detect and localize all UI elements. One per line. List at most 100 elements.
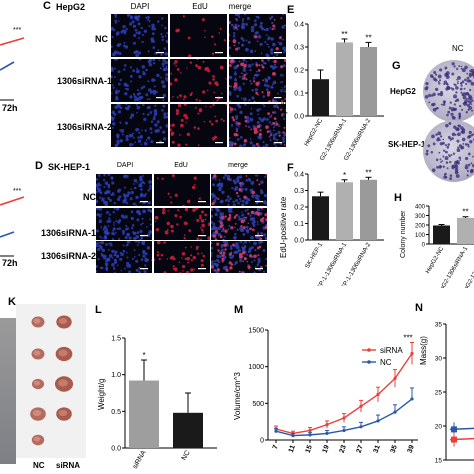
dish-hepg2-colony-100 bbox=[453, 83, 456, 86]
dish-hepg2-colony-138 bbox=[440, 91, 443, 94]
dish-hepg2-colony-95 bbox=[437, 92, 441, 96]
panel-d-micrograph-r1-c1 bbox=[153, 207, 210, 240]
dish-skhep1-colony-63 bbox=[448, 122, 452, 125]
panel-h-ytick-label-4: 400 bbox=[415, 205, 426, 211]
dish-hepg2-colony-129 bbox=[468, 94, 472, 99]
panel-n-ytick-label-3: 30 bbox=[435, 356, 443, 363]
dish-hepg2-colony-9 bbox=[428, 101, 431, 104]
dish-skhep1-colony-109 bbox=[442, 165, 445, 168]
tumor-sirna-highlight-2 bbox=[58, 379, 68, 387]
dish-skhep1-colony-112 bbox=[464, 143, 468, 146]
dish-hepg2-colony-121 bbox=[445, 82, 449, 86]
dish-skhep1-colony-18 bbox=[425, 152, 429, 156]
panel-h-sig-1: ** bbox=[462, 208, 468, 217]
panel-d-col-edu: EdU bbox=[174, 162, 188, 169]
dish-hepg2-colony-133 bbox=[432, 107, 437, 112]
dish-hepg2-colony-107 bbox=[470, 81, 474, 86]
dish-hepg2-colony-47 bbox=[453, 103, 456, 106]
panel-l-ytick-label-3: 1.5 bbox=[111, 336, 121, 343]
panel-m-point-NC-2 bbox=[308, 433, 312, 437]
dish-hepg2-colony-51 bbox=[469, 88, 472, 92]
dish-hepg2-colony-64 bbox=[451, 107, 455, 111]
left-time-label-1: 72h bbox=[2, 103, 18, 113]
panel-m-ytick-label-0: 0 bbox=[260, 438, 264, 445]
panel-m-xtick-label-7: 35 bbox=[390, 444, 399, 454]
dish-hepg2-colony-27 bbox=[443, 82, 446, 86]
dish-skhep1-colony-20 bbox=[444, 144, 448, 147]
dish-hepg2-colony-99 bbox=[456, 67, 459, 71]
dish-skhep1-colony-9 bbox=[456, 148, 461, 153]
dish-hepg2-colony-53 bbox=[461, 108, 464, 111]
dish-hepg2-colony-89 bbox=[470, 103, 472, 106]
dish-skhep1-colony-54 bbox=[466, 169, 470, 173]
dish-skhep1-colony-69 bbox=[442, 149, 446, 152]
dish-skhep1-colony-115 bbox=[438, 151, 441, 154]
panel-label-g: G bbox=[392, 60, 401, 72]
dish-hepg2-colony-101 bbox=[451, 62, 455, 66]
panel-h-ytick-label-1: 100 bbox=[415, 233, 426, 239]
panel-m-point-NC-3 bbox=[325, 431, 329, 435]
panel-n-ytick-label-0: 15 bbox=[435, 458, 443, 465]
left-curve-blue-1 bbox=[0, 61, 15, 71]
dish-skhep1-colony-105 bbox=[442, 155, 445, 158]
tumor-nc-highlight-2 bbox=[33, 380, 41, 386]
left-curve-blue-2 bbox=[0, 231, 15, 238]
dish-skhep1-colony-107 bbox=[440, 161, 442, 163]
dish-skhep1-colony-104 bbox=[455, 127, 460, 132]
dish-hepg2-colony-19 bbox=[448, 106, 452, 110]
tumor-sirna-highlight-3 bbox=[58, 409, 68, 417]
panel-l-xcat-1: NC bbox=[181, 450, 192, 462]
colony-dish-hepg2-nc bbox=[423, 60, 474, 122]
dish-hepg2-colony-48 bbox=[434, 87, 439, 92]
dish-skhep1-colony-32 bbox=[454, 133, 457, 136]
tumor-nc-highlight-1 bbox=[33, 350, 41, 356]
dish-skhep1-colony-44 bbox=[441, 141, 445, 145]
dish-skhep1-colony-89 bbox=[441, 160, 444, 162]
dish-hepg2-colony-77 bbox=[471, 109, 474, 112]
dish-skhep1-colony-108 bbox=[427, 144, 431, 148]
dish-hepg2-colony-30 bbox=[428, 93, 432, 98]
panel-m-xtick-label-5: 27 bbox=[356, 444, 365, 454]
dish-skhep1-colony-19 bbox=[452, 152, 456, 155]
panel-e-sig-1: ** bbox=[341, 30, 347, 39]
dish-skhep1-colony-101 bbox=[458, 156, 462, 160]
panel-c-micrograph-r0-c2 bbox=[229, 14, 286, 57]
dish-hepg2-colony-136 bbox=[450, 112, 454, 116]
panel-m-point-siRNA-6 bbox=[376, 392, 380, 397]
dish-hepg2-colony-123 bbox=[465, 111, 468, 114]
left-sig-2: *** bbox=[13, 188, 22, 195]
panel-m-sig: *** bbox=[403, 333, 412, 342]
panel-c-cell-line: HepG2 bbox=[56, 2, 86, 12]
dish-hepg2-colony-1 bbox=[458, 65, 461, 68]
dish-skhep1-colony-8 bbox=[470, 162, 473, 165]
panel-m-xtick-label-1: 11 bbox=[288, 444, 297, 453]
panel-m-legend-marker-siRNA bbox=[367, 348, 371, 352]
panel-label-d: D bbox=[35, 160, 43, 172]
panel-m-point-NC-1 bbox=[291, 434, 295, 438]
dish-hepg2-colony-72 bbox=[451, 72, 455, 76]
dish-hepg2-colony-122 bbox=[457, 80, 459, 83]
panel-m-xtick-label-2: 15 bbox=[305, 444, 314, 454]
dish-hepg2-colony-33 bbox=[456, 82, 459, 85]
dish-skhep1-colony-76 bbox=[464, 156, 469, 161]
panel-e-sig-2: ** bbox=[365, 33, 371, 42]
dish-hepg2-colony-21 bbox=[449, 101, 452, 104]
dish-hepg2-colony-78 bbox=[437, 80, 440, 83]
dish-skhep1-colony-64 bbox=[470, 170, 473, 174]
panel-d-col-merge: merge bbox=[228, 162, 248, 169]
dish-hepg2-colony-38 bbox=[465, 82, 468, 86]
dish-hepg2-colony-90 bbox=[465, 91, 470, 96]
dish-hepg2-colony-83 bbox=[439, 68, 443, 72]
panel-h-xcat-0: HepG2-NC bbox=[425, 245, 445, 274]
dish-hepg2-colony-79 bbox=[461, 80, 465, 84]
dish-hepg2-colony-52 bbox=[462, 95, 467, 100]
dish-hepg2-colony-31 bbox=[455, 86, 459, 90]
dish-skhep1-colony-111 bbox=[435, 133, 438, 136]
panel-l-bar-chart: 0.0 0.5 1.0 1.5 * siRNA NC bbox=[111, 336, 217, 470]
dish-skhep1-colony-12 bbox=[451, 132, 456, 137]
panel-f-sig-2: ** bbox=[365, 168, 371, 177]
panel-d-cell-line: SK-HEP-1 bbox=[48, 162, 91, 172]
panel-l-bar-1 bbox=[173, 412, 203, 448]
panel-l-bar-0 bbox=[129, 380, 159, 448]
panel-label-k: K bbox=[8, 296, 16, 308]
